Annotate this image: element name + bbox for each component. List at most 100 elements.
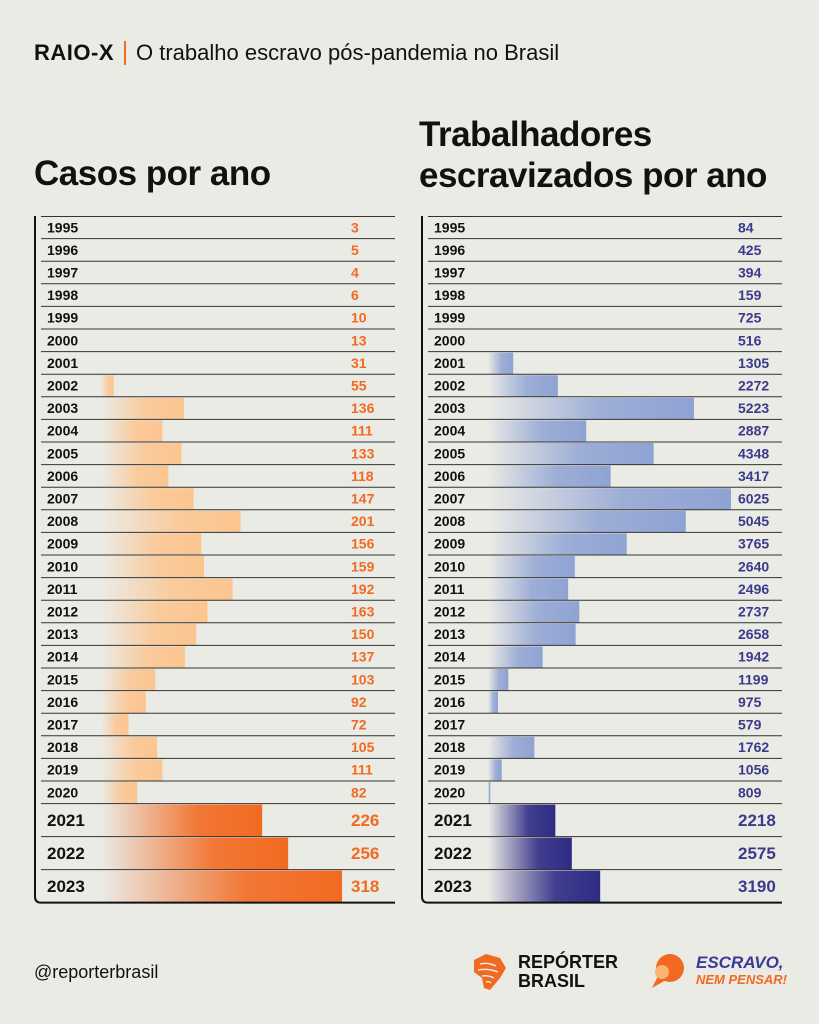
year-label: 2013 — [434, 626, 465, 642]
value-label: 6 — [351, 287, 359, 303]
bar-2009 — [488, 533, 627, 555]
year-label: 1997 — [434, 265, 465, 281]
value-label: 6025 — [738, 491, 769, 507]
bar-2003 — [101, 397, 185, 420]
bar-2009 — [101, 533, 202, 555]
bar-2023 — [488, 870, 601, 903]
year-label: 2011 — [434, 581, 465, 597]
year-label: 2000 — [47, 332, 78, 348]
year-label: 2001 — [47, 355, 78, 371]
year-label: 1995 — [434, 219, 465, 235]
value-label: 4348 — [738, 445, 769, 461]
year-label: 2018 — [47, 739, 78, 755]
value-label: 394 — [738, 265, 762, 281]
bar-2010 — [101, 556, 204, 578]
value-label: 111 — [351, 423, 373, 439]
value-label: 2218 — [738, 811, 776, 830]
year-label: 2004 — [434, 423, 465, 439]
logo2-line2: NEM PENSAR! — [696, 972, 788, 987]
chart-frame — [421, 216, 782, 904]
year-label: 2000 — [434, 332, 465, 348]
bar-2022 — [488, 837, 572, 870]
value-label: 975 — [738, 694, 762, 710]
bar-2002 — [101, 375, 114, 397]
cases-chart: 1995 3 1996 5 1997 4 1998 6 1999 10 2000 13 2001 31 20… — [33, 216, 395, 907]
year-label: 1996 — [47, 242, 78, 258]
social-handle[interactable]: @reporterbrasil — [34, 962, 159, 982]
value-label: 5045 — [738, 513, 769, 529]
year-label: 2014 — [434, 649, 465, 665]
bar-2007 — [488, 488, 731, 510]
year-label: 2021 — [47, 811, 85, 830]
year-label: 1996 — [434, 242, 465, 258]
chart-svg: 1995 84 1996 425 1997 394 1998 159 1999 725 2000 51… — [421, 216, 782, 904]
year-label: 2006 — [47, 468, 78, 484]
year-label: 2017 — [47, 717, 78, 733]
value-label: 3417 — [738, 468, 769, 484]
year-label: 2019 — [47, 762, 78, 778]
chart-title-workers-line2: escravizados por ano — [419, 156, 767, 195]
value-label: 579 — [738, 717, 762, 733]
value-label: 4 — [351, 265, 359, 281]
year-label: 2006 — [434, 468, 465, 484]
year-label: 2012 — [434, 604, 465, 620]
value-label: 55 — [351, 378, 367, 394]
year-label: 2002 — [47, 378, 78, 394]
year-label: 1997 — [47, 265, 78, 281]
year-label: 2001 — [434, 355, 465, 371]
chart-svg: 1995 3 1996 5 1997 4 1998 6 1999 10 2000 13 2001 31 20… — [34, 216, 395, 904]
header-tag: RAIO-X — [34, 40, 114, 65]
year-label: 2002 — [434, 378, 465, 394]
year-label: 2009 — [47, 536, 78, 552]
bar-2021 — [101, 804, 263, 837]
value-label: 31 — [351, 355, 367, 371]
bar-2005 — [488, 443, 654, 465]
bar-2014 — [488, 646, 543, 668]
value-label: 159 — [351, 558, 375, 574]
logo2-line1: ESCRAVO, — [696, 953, 784, 972]
year-label: 2021 — [434, 811, 472, 830]
bar-2012 — [488, 601, 580, 623]
chart-title-workers: Trabalhadores escravizados por ano — [419, 114, 767, 196]
year-label: 2010 — [434, 558, 465, 574]
value-label: 103 — [351, 671, 375, 687]
value-label: 3 — [351, 219, 359, 235]
workers-chart: 1995 84 1996 425 1997 394 1998 159 1999 725 2000 51… — [420, 216, 782, 907]
year-label: 1999 — [47, 310, 78, 326]
value-label: 5223 — [738, 400, 769, 416]
bar-2015 — [488, 669, 509, 691]
bar-2018 — [488, 736, 535, 759]
value-label: 1942 — [738, 649, 769, 665]
value-label: 150 — [351, 626, 375, 642]
year-label: 2004 — [47, 423, 78, 439]
value-label: 147 — [351, 491, 375, 507]
value-label: 318 — [351, 877, 379, 896]
year-label: 2003 — [47, 400, 78, 416]
bar-2013 — [101, 623, 197, 646]
year-label: 2016 — [47, 694, 78, 710]
bar-2022 — [101, 837, 289, 870]
bar-2023 — [101, 870, 342, 903]
chart-frame — [34, 216, 395, 904]
value-label: 192 — [351, 581, 375, 597]
value-label: 159 — [738, 287, 762, 303]
value-label: 13 — [351, 332, 367, 348]
bar-2017 — [101, 714, 129, 736]
bar-2011 — [101, 578, 233, 601]
value-label: 118 — [351, 468, 374, 484]
value-label: 1305 — [738, 355, 769, 371]
chart-title-workers-line1: Trabalhadores — [419, 115, 652, 154]
speech-bubble-icon — [652, 954, 684, 988]
value-label: 133 — [351, 445, 375, 461]
value-label: 201 — [351, 513, 375, 529]
year-label: 2007 — [434, 491, 465, 507]
value-label: 2640 — [738, 558, 769, 574]
value-label: 136 — [351, 400, 375, 416]
header-subtitle: O trabalho escravo pós-pandemia no Brasi… — [136, 40, 560, 65]
year-label: 2015 — [47, 671, 78, 687]
year-label: 1998 — [47, 287, 78, 303]
value-label: 72 — [351, 717, 367, 733]
header: RAIO-X O trabalho escravo pós-pandemia n… — [34, 40, 559, 66]
value-label: 2737 — [738, 604, 769, 620]
value-label: 425 — [738, 242, 762, 258]
